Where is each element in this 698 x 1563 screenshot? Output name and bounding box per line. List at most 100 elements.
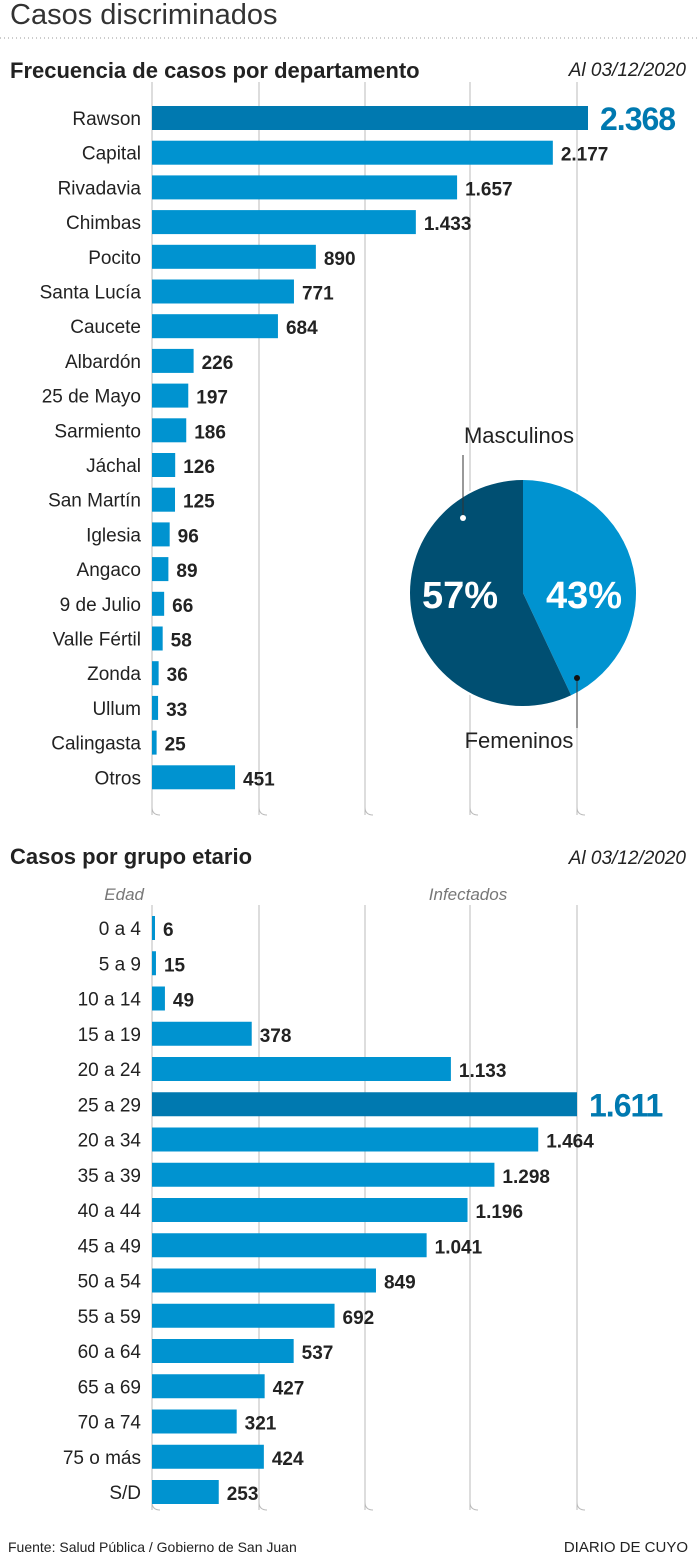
dept-chart-title: Frecuencia de casos por departamento [10,58,420,83]
dept-chart-date: Al 03/12/2020 [568,60,687,81]
age-category-label: 70 a 74 [78,1413,142,1434]
dept-bar [152,418,187,443]
dept-category-label: Caucete [70,317,141,338]
dept-category-label: Ullum [92,699,141,720]
dept-category-label: Sarmiento [54,421,141,442]
age-value-label: 427 [273,1378,305,1399]
age-bar [152,1021,252,1046]
dept-bar [152,557,169,582]
dept-value-label: 684 [286,318,318,339]
pie-slice-masculinos [410,480,572,706]
dept-category-label: 9 de Julio [60,595,141,616]
age-grid-corner [258,1501,268,1511]
dept-value-label: 36 [167,665,188,686]
dept-category-label: Capital [82,144,141,165]
dept-value-label: 126 [183,457,215,478]
dept-category-label: Otros [95,768,141,789]
dept-value-label: 186 [194,422,226,443]
age-bar [152,1480,219,1504]
age-grid-corner [469,1501,479,1511]
dept-grid-corner [364,806,374,816]
dept-bar [152,383,189,408]
dept-value-label: 197 [196,388,228,409]
age-bar [152,1057,451,1081]
age-category-label: 20 a 24 [78,1060,142,1081]
age-bar [152,1374,265,1399]
age-grid-corner [364,1501,374,1511]
dept-value-label: 1.657 [465,179,513,200]
dept-category-label: Calingasta [51,734,141,755]
age-value-label: 1.464 [546,1132,594,1153]
age-bar [152,916,155,940]
age-category-label: 5 a 9 [99,954,141,975]
dept-category-label: San Martín [48,491,141,512]
dept-value-label: 771 [302,284,334,305]
age-value-label: 321 [245,1414,277,1435]
dept-category-label: Rawson [72,109,141,130]
age-bar [152,1092,577,1117]
dept-category-label: Jáchal [86,456,141,477]
dept-bar [152,730,157,755]
age-category-label: 10 a 14 [78,990,142,1011]
dept-value-label: 2.368 [600,101,675,137]
age-value-label: 1.133 [459,1061,507,1082]
dept-value-label: 89 [176,561,197,582]
age-value-label: 1.611 [589,1087,663,1123]
age-value-label: 692 [343,1308,375,1329]
dept-value-label: 96 [178,526,199,547]
age-category-label: 20 a 34 [78,1131,142,1152]
age-chart-date: Al 03/12/2020 [568,848,687,869]
age-bar [152,1444,264,1469]
dept-bar [152,279,294,304]
brand-name: DIARIO DE CUYO [564,1539,688,1556]
dept-bar [152,591,165,616]
age-bar [152,1162,495,1187]
pie-label-femeninos: 43% [546,575,622,617]
age-category-label: 40 a 44 [78,1201,142,1222]
age-category-label: 25 a 29 [78,1095,141,1116]
age-category-label: 50 a 54 [78,1272,142,1293]
gender-pie-chart: 57% 43% Masculinos Femeninos [408,423,638,753]
dept-bar [152,661,159,686]
dept-bar [152,695,159,720]
dept-value-label: 66 [172,596,193,617]
age-category-label: 75 o más [63,1448,141,1469]
dept-category-label: Pocito [88,248,141,269]
dept-category-label: 25 de Mayo [42,387,141,408]
age-bar-chart: 0 a 4 6 5 a 9 15 10 a 14 49 15 a 19 378 20 a 24 1… [63,905,664,1511]
infected-axis-label: Infectados [429,885,508,904]
dept-bar [152,522,170,547]
age-value-label: 6 [163,920,174,941]
age-value-label: 537 [302,1343,334,1364]
dept-bar [152,453,176,477]
dept-grid-corner [258,806,268,816]
dept-value-label: 58 [171,631,192,652]
age-value-label: 253 [227,1484,259,1505]
age-category-label: 60 a 64 [78,1342,142,1363]
age-category-label: 65 a 69 [78,1377,141,1398]
femeninos-leader-dot [574,675,580,681]
dept-category-label: Zonda [87,664,141,685]
dept-bar [152,210,416,235]
age-bar [152,1233,427,1258]
dept-category-label: Iglesia [86,525,141,546]
age-category-label: S/D [109,1483,141,1504]
dept-value-label: 226 [202,353,234,374]
age-bar [152,1268,376,1293]
dept-bar [152,626,163,651]
age-value-label: 1.041 [435,1237,483,1258]
page-title: Casos discriminados [10,0,278,31]
dept-bar [152,244,316,269]
dept-value-label: 451 [243,769,275,790]
dept-category-label: Albardón [65,352,141,373]
dept-grid-corner [576,806,586,816]
age-bar [152,1409,237,1434]
age-category-label: 35 a 39 [78,1166,141,1187]
age-chart-title: Casos por grupo etario [10,844,252,869]
dept-value-label: 33 [166,700,187,721]
age-category-label: 15 a 19 [78,1025,141,1046]
dept-category-label: Valle Fértil [53,630,141,651]
dept-bar [152,106,588,130]
